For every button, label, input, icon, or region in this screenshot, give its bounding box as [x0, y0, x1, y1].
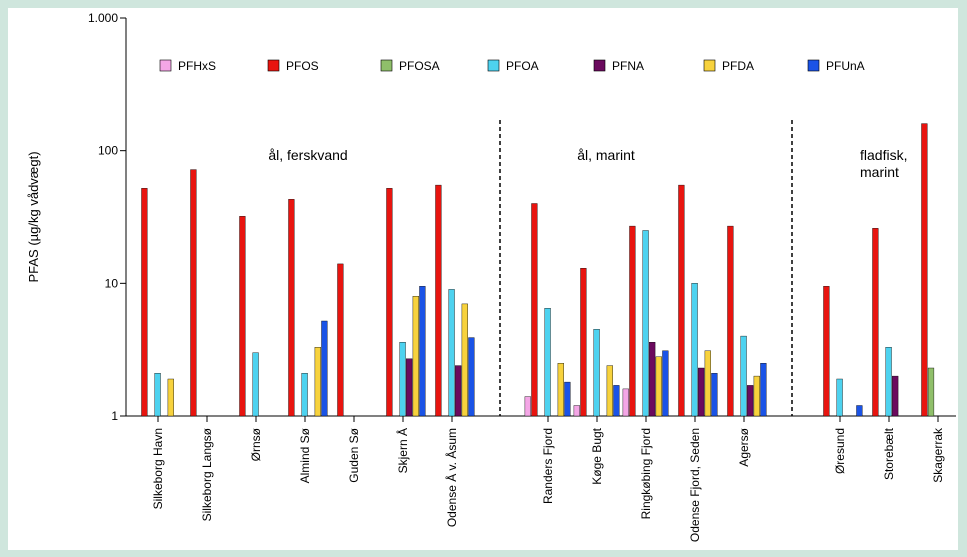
group-label: ål, marint: [577, 147, 635, 163]
bar-pfuna-11: [760, 363, 767, 417]
bar-pfna-9: [649, 342, 656, 417]
legend-swatch-pfoa: [487, 59, 500, 72]
legend-label-pfosa: PFOSA: [399, 59, 440, 73]
legend-swatch-pfna: [593, 59, 606, 72]
category-label: Odense Å v. Åsum: [444, 428, 459, 527]
bar-pfoa-9: [642, 230, 649, 417]
bar-pfos-4: [337, 263, 344, 417]
bar-pfos-3: [288, 199, 295, 417]
legend-label-pfhxs: PFHxS: [178, 59, 216, 73]
category-label: Skagerrak: [931, 427, 945, 483]
legend-label-pfuna: PFUnA: [826, 59, 865, 73]
category-label: Køge Bugt: [590, 427, 604, 484]
bar-pfoa-13: [885, 347, 892, 417]
bar-pfda-0: [167, 378, 174, 417]
category-label: Øresund: [833, 428, 847, 474]
bar-pfoa-7: [544, 308, 551, 417]
legend-label-pfoa: PFOA: [506, 59, 539, 73]
bar-pfoa-5: [399, 342, 406, 417]
bar-pfda-6: [461, 303, 468, 417]
category-label: Storebælt: [882, 427, 896, 480]
bar-pfos-10: [678, 184, 685, 417]
legend-swatch-pfosa: [380, 59, 393, 72]
category-label: Almind Sø: [298, 427, 312, 483]
bar-pfosa-14: [927, 367, 935, 417]
y-axis-label: PFAS (µg/kg vådvægt): [26, 151, 41, 282]
bar-pfuna-3: [321, 320, 328, 417]
bar-pfna-11: [747, 385, 754, 417]
pfas-bar-chart: 1 10 100 1.000 PFAS (µg/kg vådvægt) Silkeborg…: [26, 11, 956, 542]
category-label: Ørnsø: [249, 427, 263, 461]
category-label: Ringkøbing Fjord: [639, 428, 653, 519]
y-tick-label: 1.000: [88, 11, 118, 25]
legend-swatch-pfos: [267, 59, 280, 72]
bar-pfda-11: [753, 375, 760, 417]
y-tick-label: 10: [105, 276, 119, 290]
bar-pfos-9: [629, 225, 636, 417]
bar-pfos-8: [580, 268, 587, 417]
bar-pfna-13: [892, 375, 899, 417]
bar-pfda-8: [606, 365, 613, 417]
bar-pfuna-12: [856, 405, 863, 417]
category-label: Skjern Å: [395, 428, 410, 473]
category-label: Silkeborg Havn: [151, 428, 165, 509]
bar-pfoa-8: [593, 329, 600, 417]
bar-pfos-6: [435, 184, 442, 417]
bar-pfos-11: [727, 225, 734, 417]
category-label: Odense Fjord, Seden: [688, 428, 702, 542]
bar-pfuna-6: [468, 337, 475, 417]
legend-label-pfos: PFOS: [286, 59, 319, 73]
bar-pfda-3: [314, 347, 321, 417]
bar-pfoa-11: [740, 335, 747, 417]
bar-pfoa-3: [301, 373, 308, 417]
category-label: Randers Fjord: [541, 428, 555, 504]
bar-pfos-5: [386, 188, 393, 417]
group-label: fladfisk, marint: [860, 147, 907, 180]
bar-pfda-5: [412, 296, 419, 417]
bar-pfos-14: [921, 123, 928, 417]
bar-pfoa-2: [252, 352, 259, 417]
bar-pfos-2: [239, 216, 246, 417]
category-label: Guden Sø: [347, 427, 361, 482]
bar-pfna-6: [455, 365, 462, 417]
bar-pfuna-7: [564, 381, 571, 417]
bar-pfuna-9: [662, 350, 669, 417]
bar-pfna-5: [406, 358, 413, 417]
bar-pfos-0: [141, 188, 148, 417]
bar-pfhxs-9: [622, 388, 629, 417]
bar-pfuna-8: [613, 385, 620, 417]
bar-pfna-10: [698, 367, 705, 417]
bar-pfoa-10: [691, 283, 698, 417]
bar-pfuna-5: [419, 286, 426, 417]
bar-pfoa-6: [448, 289, 455, 417]
bar-pfos-13: [872, 228, 879, 417]
bar-pfda-9: [655, 356, 662, 417]
bar-pfoa-12: [836, 378, 843, 417]
bar-pfos-1: [190, 169, 197, 417]
legend-label-pfna: PFNA: [612, 59, 644, 73]
chart-container: 1 10 100 1.000 PFAS (µg/kg vådvægt) Silkeborg…: [8, 8, 958, 550]
y-tick-label: 100: [98, 144, 118, 158]
bar-pfda-10: [704, 350, 711, 417]
legend-swatch-pfhxs: [159, 59, 172, 72]
legend-swatch-pfuna: [807, 59, 820, 72]
group-label: ål, ferskvand: [268, 147, 347, 163]
bar-pfhxs-7: [524, 396, 531, 417]
bar-pfuna-10: [711, 373, 718, 417]
bar-pfos-7: [531, 203, 538, 417]
category-label: Silkeborg Langsø: [200, 427, 214, 521]
bar-pfhxs-8: [573, 405, 580, 417]
legend-swatch-pfda: [703, 59, 716, 72]
bar-pfda-7: [557, 363, 564, 417]
bar-pfoa-0: [154, 373, 161, 417]
category-label: Agersø: [737, 427, 751, 466]
legend-label-pfda: PFDA: [722, 59, 754, 73]
bar-pfos-12: [823, 286, 830, 417]
y-tick-label: 1: [111, 409, 118, 423]
